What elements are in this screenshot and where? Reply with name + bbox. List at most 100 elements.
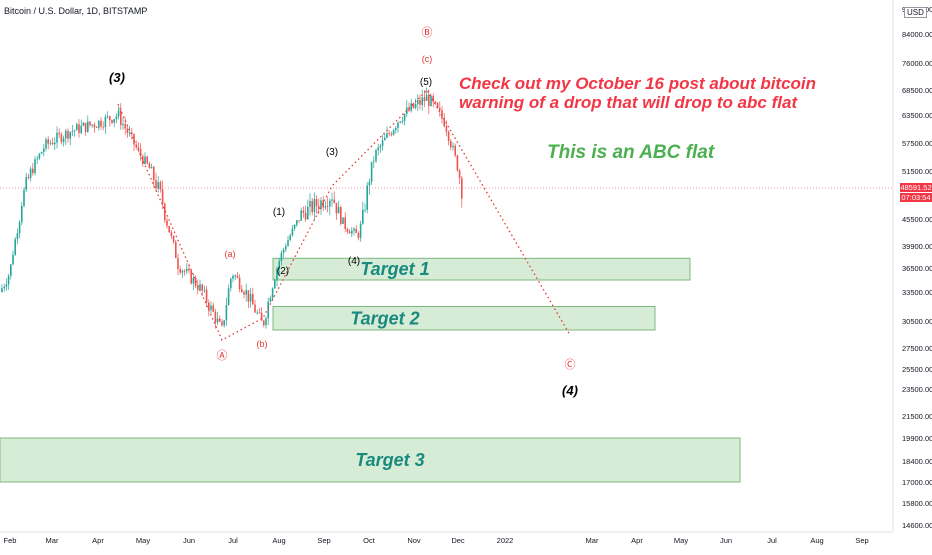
candle-body xyxy=(157,182,159,189)
wave-label: Ⓒ xyxy=(565,358,576,371)
candle-body xyxy=(201,284,203,291)
candle-body xyxy=(461,178,463,199)
last-price-badge: 48591.52 xyxy=(900,183,932,192)
time-tick-label: Apr xyxy=(631,536,643,545)
wave-label: Ⓐ xyxy=(217,349,228,362)
candle-body xyxy=(399,121,401,123)
candle-body xyxy=(194,277,197,286)
candle-body xyxy=(87,121,89,132)
candle-body xyxy=(128,132,131,134)
wave-label: (5) xyxy=(420,77,432,88)
price-tick-label: 68500.00 xyxy=(902,86,932,95)
candle-countdown: 07:03:54 xyxy=(900,193,932,202)
candle-body xyxy=(241,289,243,293)
wave-label: (1) xyxy=(273,207,285,218)
currency-selector[interactable]: USD xyxy=(904,7,927,18)
price-tick-label: 15800.00 xyxy=(902,499,932,508)
candle-body xyxy=(47,139,49,144)
candle-body xyxy=(320,200,322,209)
candle-body xyxy=(267,301,269,319)
candle-body xyxy=(161,189,164,204)
candle-body xyxy=(93,124,96,128)
time-tick-label: Feb xyxy=(4,536,17,545)
time-tick-label: Jul xyxy=(228,536,238,545)
time-tick-label: Jun xyxy=(720,536,732,545)
candle-body xyxy=(388,133,390,134)
note-line-2: warning of a drop that will drop to abc … xyxy=(459,93,798,112)
candle-body xyxy=(269,298,272,302)
time-tick-label: Sep xyxy=(317,536,330,545)
candle-body xyxy=(296,220,298,225)
candle-body xyxy=(234,275,236,277)
candle-body xyxy=(311,200,313,212)
candle-body xyxy=(309,200,311,207)
candle-body xyxy=(456,155,459,171)
candle-body xyxy=(249,294,252,302)
candle-body xyxy=(370,161,373,182)
price-tick-label: 76000.00 xyxy=(902,59,932,68)
target-label: Target 1 xyxy=(360,259,429,279)
price-tick-label: 23500.00 xyxy=(902,385,932,394)
candle-body xyxy=(377,147,379,151)
candle-body xyxy=(390,133,393,135)
candle-body xyxy=(368,181,371,186)
candle-body xyxy=(300,210,302,221)
candle-body xyxy=(183,270,186,272)
candle-body xyxy=(362,209,364,224)
price-tick-label: 36500.00 xyxy=(902,264,932,273)
candle-body xyxy=(21,205,23,223)
candle-body xyxy=(447,131,450,142)
candle-body xyxy=(232,275,234,279)
candle-body xyxy=(139,148,142,157)
candle-body xyxy=(199,284,201,290)
candle-body xyxy=(276,268,278,281)
candle-body xyxy=(223,320,225,326)
candle-body xyxy=(392,130,395,135)
time-tick-label: Mar xyxy=(46,536,59,545)
time-tick-label: Aug xyxy=(810,536,823,545)
candle-body xyxy=(25,177,27,190)
candle-body xyxy=(43,148,45,153)
candle-body xyxy=(166,220,168,226)
candle-body xyxy=(324,206,327,208)
wave-label: (c) xyxy=(422,54,433,64)
price-tick-label: 33500.00 xyxy=(902,288,932,297)
candle-body xyxy=(203,289,206,291)
candle-body xyxy=(225,305,228,321)
candle-body xyxy=(342,217,344,224)
candle-body xyxy=(414,103,417,108)
candle-body xyxy=(419,100,421,105)
price-tick-label: 25500.00 xyxy=(902,365,932,374)
price-tick-label: 27500.00 xyxy=(902,344,932,353)
candle-body xyxy=(104,116,107,128)
candle-body xyxy=(45,139,47,149)
candle-body xyxy=(271,288,274,299)
candle-body xyxy=(439,107,441,111)
price-tick-label: 84000.00 xyxy=(902,30,932,39)
candle-body xyxy=(216,318,219,323)
candle-body xyxy=(95,127,98,129)
candle-body xyxy=(181,270,184,273)
candle-body xyxy=(291,228,294,236)
candle-body xyxy=(381,140,384,146)
candle-body xyxy=(71,131,74,133)
time-tick-label: Oct xyxy=(363,536,376,545)
candle-body xyxy=(18,222,21,234)
candle-body xyxy=(175,241,177,259)
candle-body xyxy=(148,163,151,169)
candle-body xyxy=(142,156,144,164)
candle-body xyxy=(69,132,71,139)
candle-body xyxy=(236,275,239,278)
candle-body xyxy=(252,294,254,305)
price-tick-label: 19900.00 xyxy=(902,434,932,443)
candle-body xyxy=(366,185,368,210)
candle-body xyxy=(73,130,76,132)
candle-body xyxy=(333,199,335,203)
candle-body xyxy=(12,254,14,265)
wave-label: (2) xyxy=(277,266,289,277)
candle-body xyxy=(168,225,170,233)
candle-body xyxy=(131,132,133,134)
target-zone xyxy=(0,437,741,483)
